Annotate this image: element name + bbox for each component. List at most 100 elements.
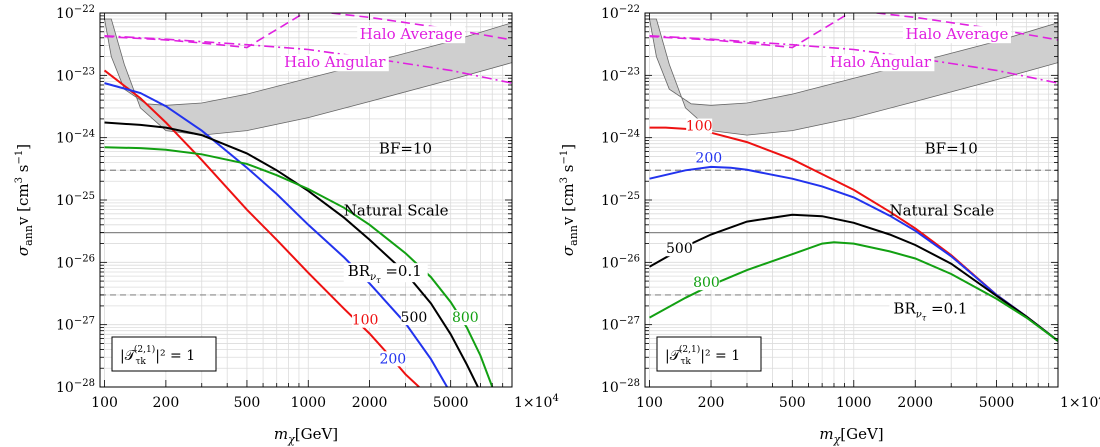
y-tick-exp: −24 [74, 129, 95, 140]
y-tick-base: 10 [56, 6, 74, 22]
y-tick-label: 10−23 [601, 66, 640, 84]
y-tick-exp: −23 [619, 66, 640, 77]
y-tick-exp: −27 [619, 316, 640, 327]
y-tick-label: 10−27 [56, 316, 95, 334]
y-tick-label: 10−26 [601, 253, 640, 271]
x-axis-label: mχ[GeV] [819, 425, 883, 446]
annotation: Halo Angular [284, 53, 386, 71]
br-tail: =0.1 [381, 262, 422, 280]
y-tick-exp: −27 [74, 316, 95, 327]
x-tick-label: 100 [91, 395, 118, 411]
annotation: Natural Scale [344, 202, 449, 220]
y-label-exp2: −1 [559, 150, 570, 165]
curve-label-bg [400, 310, 427, 326]
y-tick-base: 10 [601, 380, 619, 396]
y-tick-label: 10−24 [56, 129, 95, 147]
y-tick-base: 10 [56, 380, 74, 396]
series-200 [104, 82, 448, 387]
y-label-mid: s [14, 165, 32, 177]
annotation: Halo Average [360, 25, 463, 43]
series-200 [649, 165, 1058, 342]
br-tail: =0.1 [926, 300, 967, 318]
line-halo-angular [649, 35, 1058, 84]
legend-sub: τk [680, 357, 691, 367]
curve-label: 200 [695, 150, 722, 166]
br-main: BR [893, 300, 916, 318]
y-tick-base: 10 [56, 193, 74, 209]
annotation-br: BRντ =0.1 [893, 300, 967, 323]
legend-text: |𝒯τk (2,1)|² = 1 [120, 344, 195, 367]
curve-label-bg [352, 312, 379, 328]
x-tick-label: 100 [636, 395, 663, 411]
legend-main: |𝒯 [665, 348, 683, 364]
legend-box [111, 336, 217, 372]
x-tick-label: 2000 [897, 395, 933, 411]
y-tick-exp: −22 [74, 4, 95, 15]
y-label-exp2: −1 [14, 150, 25, 165]
curve-label-bg [379, 351, 406, 367]
y-tick-label: 10−24 [601, 129, 640, 147]
br-main: BR [348, 262, 371, 280]
ticks [645, 12, 1059, 388]
annotation-bg [902, 26, 1011, 44]
curve-label-bg [693, 275, 720, 291]
annotation-bg [889, 300, 974, 320]
annotation-bg [826, 54, 935, 72]
curve-label-bg [666, 241, 693, 257]
annotation-br: BRντ =0.1 [348, 262, 422, 285]
y-label-close: ] [14, 144, 32, 150]
legend-sub: τk [135, 357, 146, 367]
y-tick-base: 10 [56, 318, 74, 334]
y-label-unit: v [cm [559, 183, 577, 226]
annotation-bg [343, 263, 428, 283]
x-extra-base: 1×10 [1060, 395, 1098, 411]
annotation: BF=10 [925, 139, 978, 157]
y-tick-base: 10 [601, 6, 619, 22]
y-tick-base: 10 [601, 68, 619, 84]
curve-label-bg [695, 150, 722, 166]
ticks [100, 12, 513, 388]
x-label-unit: [GeV] [295, 425, 338, 443]
y-label-main: σ [559, 245, 577, 256]
y-label-mid: s [559, 165, 577, 177]
y-tick-label: 10−25 [601, 191, 640, 209]
y-tick-label: 10−22 [56, 4, 95, 22]
x-tick-label: 500 [779, 395, 806, 411]
legend-tail: |² = 1 [700, 348, 740, 364]
annotation-bg [280, 54, 389, 72]
annotation: Halo Average [906, 25, 1009, 43]
y-tick-exp: −25 [74, 191, 95, 202]
panel-right: 1002005001000200050001×10410−2210−2310−2… [559, 4, 1100, 446]
y-label-sub: ann [567, 225, 580, 246]
x-label-unit: [GeV] [840, 425, 883, 443]
y-tick-base: 10 [601, 318, 619, 334]
x-label-main: m [819, 425, 833, 443]
y-tick-base: 10 [601, 193, 619, 209]
x-label-sub: χ [833, 433, 842, 446]
legend-main: |𝒯 [120, 348, 138, 364]
series-500 [649, 213, 1058, 342]
curve-label: 500 [666, 241, 693, 257]
y-tick-label: 10−23 [56, 66, 95, 84]
y-tick-exp: −26 [74, 253, 95, 264]
y-tick-exp: −26 [619, 253, 640, 264]
annotation: Halo Angular [830, 53, 932, 71]
curve-label-bg [452, 310, 479, 326]
y-label-sub: ann [22, 225, 35, 246]
y-tick-label: 10−26 [56, 253, 95, 271]
y-tick-label: 10−28 [601, 378, 640, 396]
x-extra-base: 1×10 [514, 395, 552, 411]
x-tick-label-extra: 1×104 [1060, 393, 1100, 411]
y-tick-label: 10−28 [56, 378, 95, 396]
y-tick-base: 10 [601, 131, 619, 147]
curve-label: 800 [452, 310, 479, 326]
y-tick-exp: −28 [619, 378, 640, 389]
y-tick-label: 10−27 [601, 316, 640, 334]
y-tick-base: 10 [601, 255, 619, 271]
y-tick-label: 10−22 [601, 4, 640, 22]
x-tick-label: 1000 [836, 395, 872, 411]
y-tick-exp: −25 [619, 191, 640, 202]
x-tick-label: 5000 [433, 395, 469, 411]
legend-text: |𝒯τk (2,1)|² = 1 [665, 344, 740, 367]
